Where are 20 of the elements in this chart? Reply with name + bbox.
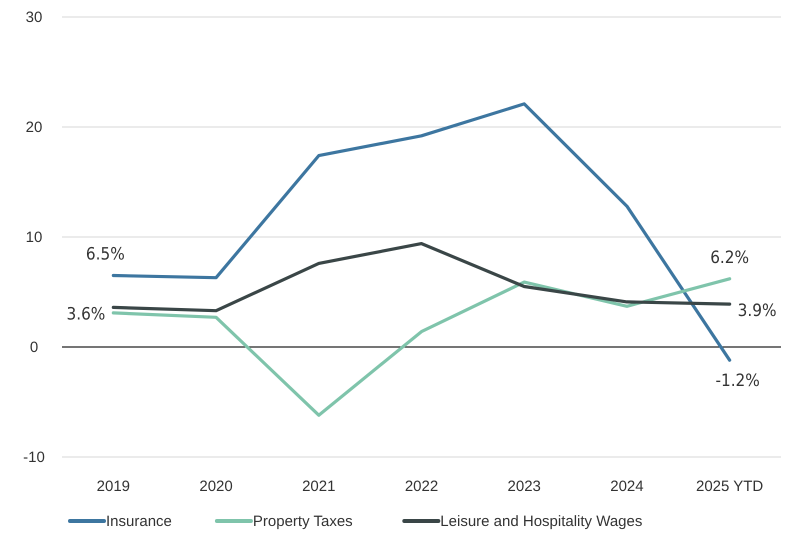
y-tick-label: 20 <box>26 119 42 136</box>
data-label: 6.2% <box>710 248 750 268</box>
legend-label: Insurance <box>106 513 172 530</box>
y-tick-label: -10 <box>23 449 45 466</box>
x-tick-label: 2021 <box>302 478 336 495</box>
y-tick-label: 30 <box>26 9 42 26</box>
y-tick-label: 10 <box>26 229 42 246</box>
x-tick-label: 2019 <box>96 478 130 495</box>
data-label: 3.9% <box>738 301 776 322</box>
legend-label: Property Taxes <box>252 513 353 530</box>
x-tick-label: 2020 <box>199 478 233 495</box>
data-label: 6.5% <box>86 244 125 264</box>
x-tick-label: 2022 <box>404 478 438 495</box>
data-label: 3.6% <box>66 304 106 324</box>
legend-label: Leisure and Hospitality Wages <box>440 513 642 530</box>
x-tick-label: 2023 <box>508 478 541 495</box>
data-label: -1.2% <box>715 371 760 392</box>
x-tick-label: 2024 <box>610 478 644 495</box>
y-tick-label: 0 <box>30 339 38 356</box>
x-tick-label: 2025 YTD <box>696 478 764 495</box>
